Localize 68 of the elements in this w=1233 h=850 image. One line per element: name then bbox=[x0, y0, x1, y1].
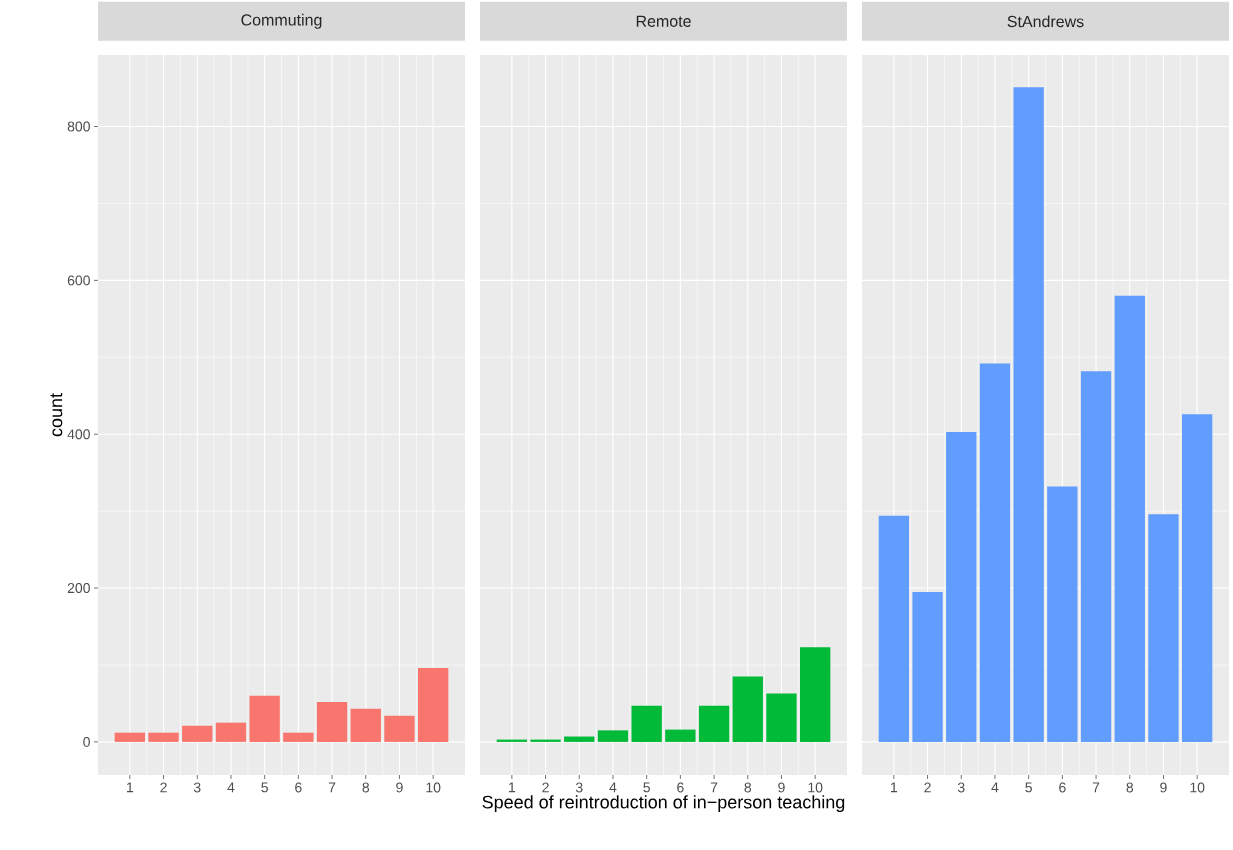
bar bbox=[766, 693, 797, 742]
bar bbox=[800, 647, 831, 742]
x-tick-label: 10 bbox=[808, 782, 823, 793]
bar bbox=[384, 715, 415, 742]
bar bbox=[1013, 87, 1044, 742]
bar bbox=[1182, 414, 1213, 742]
x-tick-label: 10 bbox=[1190, 782, 1205, 793]
x-tick-label: 5 bbox=[261, 782, 268, 793]
x-tick-label: 8 bbox=[362, 782, 370, 793]
bar bbox=[946, 431, 977, 742]
x-tick-label: 4 bbox=[991, 782, 999, 793]
x-tick-label: 8 bbox=[744, 782, 752, 793]
x-tick-label: 6 bbox=[295, 782, 302, 793]
bar bbox=[182, 725, 213, 742]
x-tick-label: 7 bbox=[328, 782, 336, 793]
x-tick-label: 7 bbox=[1092, 782, 1100, 793]
bar bbox=[114, 732, 146, 742]
x-tick-label: 6 bbox=[677, 782, 684, 793]
x-tick-label: 7 bbox=[710, 782, 718, 793]
x-tick-label: 5 bbox=[643, 782, 650, 793]
x-tick-label: 3 bbox=[957, 782, 965, 793]
bar bbox=[283, 732, 314, 742]
x-tick-label: 3 bbox=[575, 782, 583, 793]
bar bbox=[1080, 371, 1112, 742]
bar bbox=[350, 708, 381, 742]
bar bbox=[912, 591, 943, 742]
y-tick-label: 0 bbox=[83, 736, 90, 747]
x-tick-label: 5 bbox=[1025, 782, 1032, 793]
x-axis-title: Speed of reintroduction of in−person teaching bbox=[482, 795, 845, 813]
x-tick-label: 2 bbox=[924, 782, 931, 793]
bar bbox=[1114, 295, 1145, 742]
bar bbox=[1047, 486, 1078, 742]
x-tick-label: 1 bbox=[509, 782, 516, 793]
x-tick-label: 10 bbox=[426, 782, 441, 793]
x-tick-label: 4 bbox=[609, 782, 617, 793]
chart-title: Commuting bbox=[241, 13, 322, 29]
y-tick-label: 600 bbox=[67, 275, 90, 286]
bar bbox=[1148, 514, 1179, 742]
y-axis-title: count bbox=[50, 393, 63, 437]
bar bbox=[732, 676, 763, 742]
y-tick-label: 800 bbox=[67, 121, 90, 132]
bar bbox=[665, 729, 696, 742]
chart-title: StAndrews bbox=[1007, 15, 1084, 28]
x-tick-label: 8 bbox=[1126, 782, 1134, 793]
bar bbox=[564, 736, 595, 742]
x-tick-label: 3 bbox=[193, 782, 201, 793]
bar bbox=[698, 705, 730, 742]
x-tick-label: 9 bbox=[778, 782, 785, 793]
x-tick-label: 1 bbox=[127, 782, 134, 793]
bar bbox=[215, 722, 247, 742]
bar bbox=[418, 668, 449, 742]
x-tick-label: 9 bbox=[1160, 782, 1167, 793]
bar bbox=[597, 730, 629, 742]
x-tick-label: 9 bbox=[396, 782, 403, 793]
x-tick-label: 2 bbox=[160, 782, 167, 793]
x-tick-label: 1 bbox=[891, 782, 898, 793]
bar bbox=[631, 705, 662, 742]
bar bbox=[249, 695, 280, 742]
x-tick-label: 6 bbox=[1059, 782, 1066, 793]
y-tick-label: 200 bbox=[67, 583, 90, 594]
x-tick-label: 4 bbox=[227, 782, 235, 793]
bar bbox=[148, 732, 179, 742]
bar bbox=[878, 515, 910, 742]
bar bbox=[316, 701, 348, 742]
bar bbox=[979, 363, 1011, 742]
x-tick-label: 2 bbox=[542, 782, 549, 793]
chart-title: Remote bbox=[636, 15, 691, 27]
y-tick-label: 400 bbox=[67, 429, 90, 440]
